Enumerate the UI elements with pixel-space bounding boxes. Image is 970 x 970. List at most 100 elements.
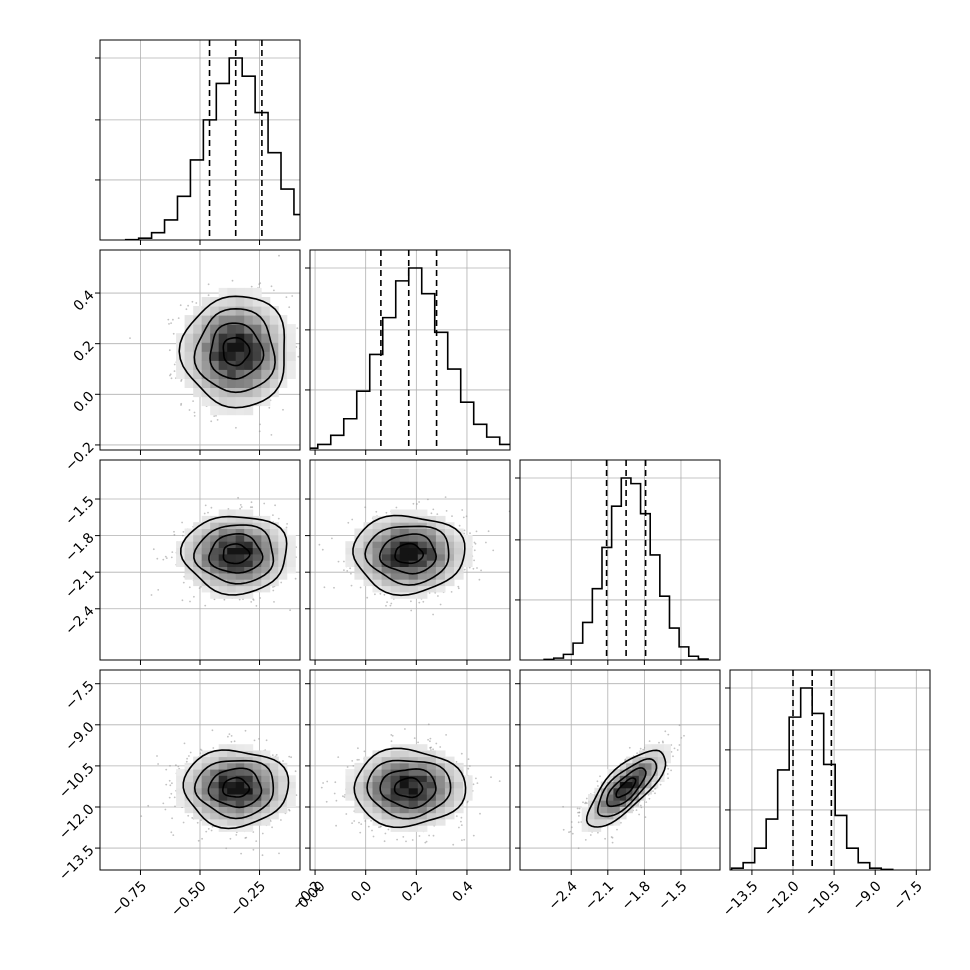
density-cell bbox=[269, 572, 279, 580]
density-cell bbox=[201, 541, 211, 548]
density-cell bbox=[363, 769, 374, 776]
density-cell bbox=[454, 781, 464, 789]
sample-point bbox=[436, 513, 439, 515]
density-cell bbox=[354, 534, 364, 542]
density-cell bbox=[354, 547, 364, 555]
density-cell bbox=[619, 787, 627, 795]
density-cell bbox=[372, 775, 383, 782]
density-cell bbox=[444, 800, 455, 807]
density-cell bbox=[594, 812, 602, 820]
density-cell bbox=[227, 528, 237, 536]
sample-point bbox=[432, 613, 434, 616]
panel-frame bbox=[519, 459, 721, 661]
density-cell bbox=[600, 800, 608, 807]
density-cell bbox=[417, 775, 428, 782]
density-cell bbox=[372, 579, 383, 587]
density-cell bbox=[619, 769, 627, 776]
density-cell bbox=[638, 762, 646, 770]
density-cell bbox=[227, 534, 237, 542]
sample-point bbox=[577, 847, 580, 850]
density-cell bbox=[408, 762, 419, 770]
density-cell bbox=[345, 775, 355, 782]
density-cell bbox=[399, 572, 410, 580]
density-cell bbox=[244, 333, 254, 343]
density-cell bbox=[176, 775, 186, 782]
sample-point bbox=[167, 318, 170, 321]
sample-point bbox=[168, 779, 171, 782]
sample-point bbox=[273, 289, 275, 292]
sample-point bbox=[461, 839, 463, 842]
density-cell bbox=[235, 762, 245, 770]
sample-point bbox=[616, 828, 618, 831]
density-cell bbox=[269, 762, 279, 770]
density-cell bbox=[381, 756, 392, 764]
density-cell bbox=[286, 547, 296, 555]
sample-point bbox=[425, 840, 428, 843]
density-cell bbox=[218, 806, 228, 814]
density-cell bbox=[354, 572, 364, 580]
density-cell bbox=[218, 579, 228, 587]
y-tick-label: −0.2 bbox=[62, 439, 97, 474]
density-cell bbox=[354, 560, 364, 567]
density-cell bbox=[345, 787, 355, 795]
density-cell bbox=[210, 360, 220, 370]
density-cell bbox=[435, 750, 446, 758]
density-cell bbox=[184, 800, 194, 807]
density-cell bbox=[454, 800, 464, 807]
y-tick-label: −9.0 bbox=[62, 719, 97, 754]
density-cell bbox=[372, 585, 383, 593]
sample-point bbox=[162, 558, 165, 561]
density-cell bbox=[184, 360, 194, 370]
sample-point bbox=[644, 816, 647, 818]
sample-point bbox=[301, 570, 303, 572]
density-cell bbox=[286, 775, 296, 782]
sample-point bbox=[353, 820, 356, 822]
sample-point bbox=[485, 541, 487, 544]
density-cell bbox=[417, 528, 428, 536]
density-cell bbox=[408, 509, 419, 517]
density-cell bbox=[261, 324, 271, 334]
density-cell bbox=[426, 572, 437, 580]
density-cell bbox=[363, 553, 374, 561]
density-cell bbox=[210, 405, 220, 416]
density-cell bbox=[363, 762, 374, 770]
density-cell bbox=[218, 794, 228, 801]
density-cell bbox=[381, 585, 392, 593]
sample-point bbox=[288, 755, 291, 758]
density-cell bbox=[435, 515, 446, 523]
density-cell bbox=[354, 775, 364, 782]
density-cell bbox=[372, 553, 383, 561]
density-cell bbox=[286, 800, 296, 807]
sample-point bbox=[577, 821, 580, 824]
x-tick-label: −10.5 bbox=[802, 878, 844, 920]
sample-point bbox=[473, 549, 476, 552]
density-cell bbox=[390, 572, 401, 580]
sample-point bbox=[337, 756, 340, 758]
sample-point bbox=[325, 800, 328, 803]
density-cell bbox=[227, 566, 237, 574]
density-cell bbox=[193, 812, 203, 820]
density-cell bbox=[454, 762, 464, 770]
density-cell bbox=[354, 787, 364, 795]
density-cell bbox=[235, 812, 245, 820]
density-cell bbox=[390, 579, 401, 587]
contour-1 bbox=[606, 767, 647, 808]
sample-point bbox=[252, 848, 255, 851]
sample-point bbox=[437, 595, 439, 597]
sample-point bbox=[439, 746, 442, 748]
density-cell bbox=[193, 534, 203, 542]
sample-point bbox=[263, 502, 266, 505]
x-tick-label: −2.1 bbox=[582, 878, 617, 913]
sample-point bbox=[240, 852, 243, 855]
density-cell bbox=[417, 769, 428, 776]
density-cell bbox=[651, 750, 659, 758]
density-cell bbox=[210, 342, 220, 352]
density-cell bbox=[390, 560, 401, 567]
density-cell bbox=[227, 515, 237, 523]
sample-point bbox=[585, 802, 588, 805]
sample-point bbox=[357, 747, 359, 750]
density-cell bbox=[390, 806, 401, 814]
density-cell bbox=[269, 315, 279, 325]
density-cell bbox=[244, 528, 254, 536]
sample-point bbox=[413, 737, 416, 739]
